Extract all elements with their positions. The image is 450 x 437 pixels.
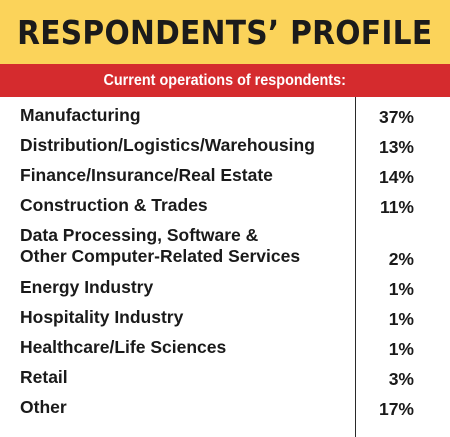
- row-value: 2%: [388, 249, 414, 269]
- row-value: 17%: [378, 399, 414, 419]
- column-divider: [355, 97, 356, 437]
- row-label: Hospitality Industry: [20, 307, 184, 327]
- row-value: 3%: [388, 369, 414, 389]
- row-value: 14%: [378, 167, 414, 187]
- row-value: 11%: [379, 197, 414, 217]
- row-label: Manufacturing: [20, 105, 141, 125]
- title-band: RESPONDENTS’ PROFILE: [0, 0, 450, 64]
- row-label: Energy Industry: [20, 277, 154, 297]
- subheader-band: Current operations of respondents:: [0, 64, 450, 97]
- row-label: Retail: [20, 367, 68, 387]
- row-label: Healthcare/Life Sciences: [20, 337, 227, 357]
- table-row: Manufacturing 37%: [0, 101, 450, 131]
- row-label: Other: [20, 397, 67, 417]
- table-row: Distribution/Logistics/Warehousing 13%: [0, 131, 450, 161]
- row-value: 13%: [378, 137, 414, 157]
- table-row: Retail 3%: [0, 363, 450, 393]
- table-row: Other 17%: [0, 393, 450, 423]
- table-row: Hospitality Industry 1%: [0, 303, 450, 333]
- table-caption: Current operations of respondents:: [103, 71, 347, 89]
- row-label: Finance/Insurance/Real Estate: [20, 165, 273, 185]
- row-label: Construction & Trades: [20, 195, 208, 215]
- row-label: Data Processing, Software & Other Comput…: [20, 225, 301, 266]
- operations-table: Manufacturing 37% Distribution/Logistics/W…: [0, 101, 450, 423]
- table-row: Construction & Trades 11%: [0, 191, 450, 221]
- table-row: Finance/Insurance/Real Estate 14%: [0, 161, 450, 191]
- page-title: RESPONDENTS’ PROFILE: [17, 12, 433, 52]
- row-value: 1%: [388, 279, 414, 299]
- table-row: Data Processing, Software & Other Comput…: [0, 221, 450, 273]
- row-value: 1%: [388, 309, 414, 329]
- table-row: Healthcare/Life Sciences 1%: [0, 333, 450, 363]
- row-value: 1%: [388, 339, 414, 359]
- row-value: 37%: [378, 107, 414, 127]
- table-row: Energy Industry 1%: [0, 273, 450, 303]
- row-label: Distribution/Logistics/Warehousing: [20, 135, 315, 155]
